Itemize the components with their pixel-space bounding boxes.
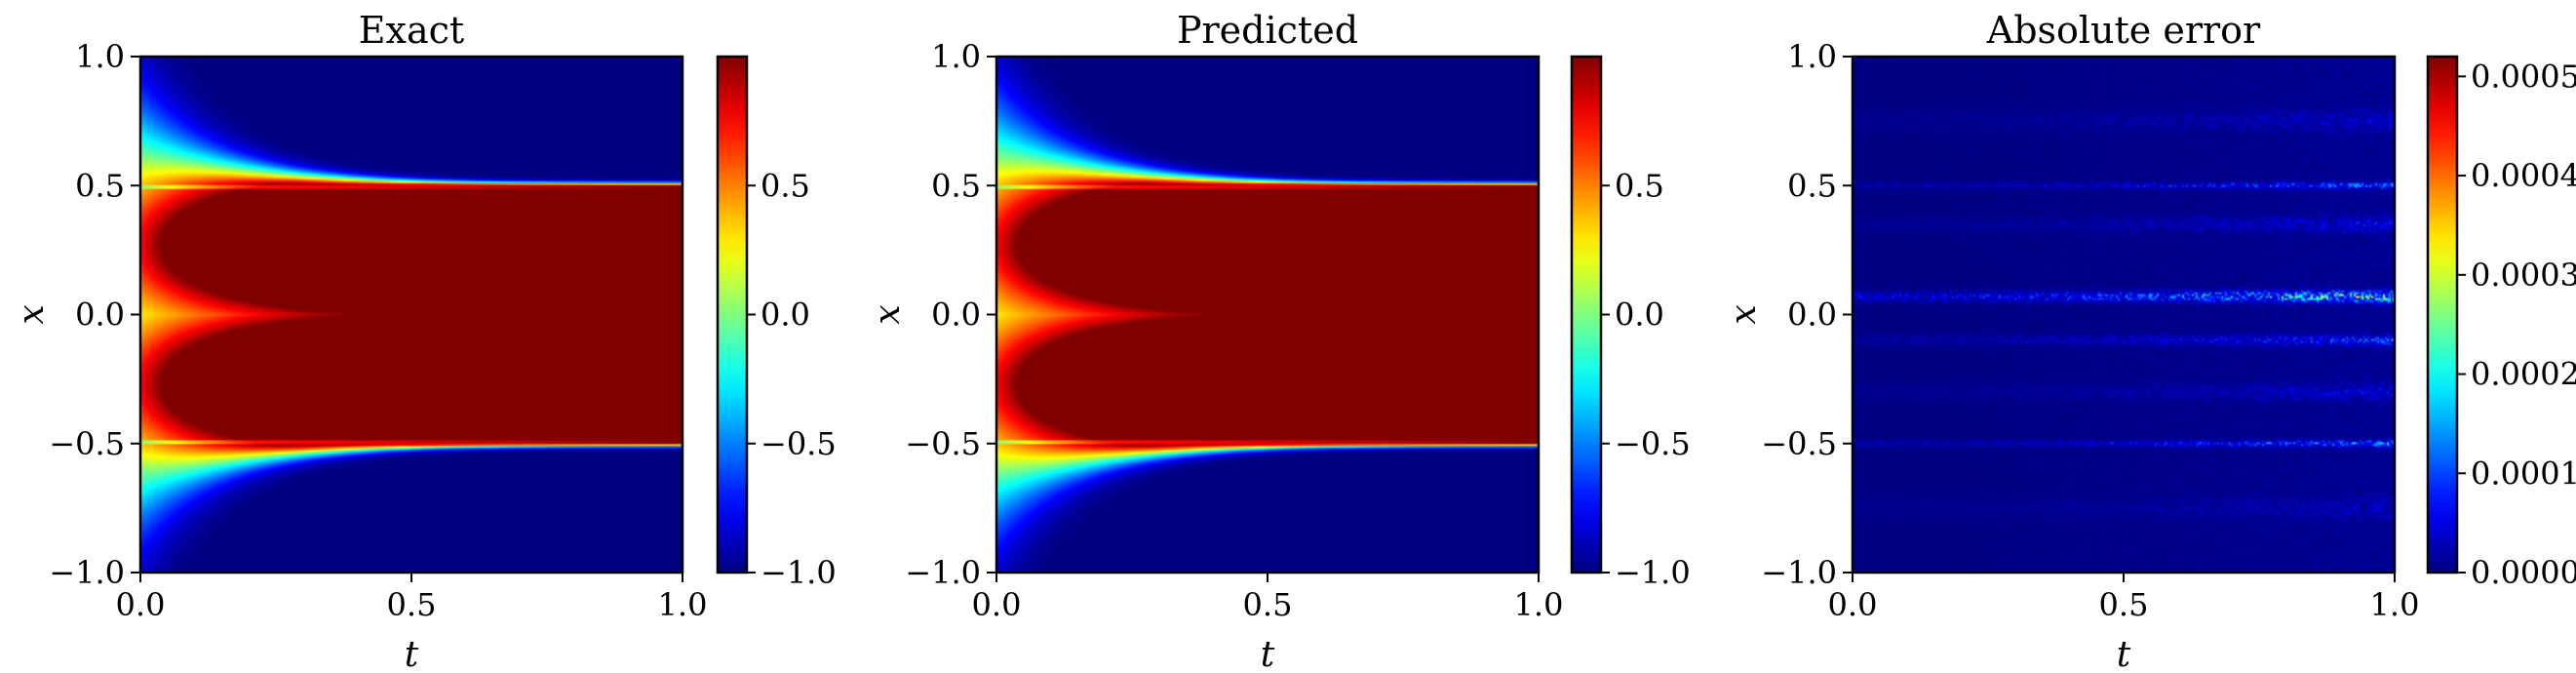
heatmap-image	[1853, 57, 2395, 573]
y-tick-label: 0.0	[75, 297, 125, 334]
y-axis-label: x	[12, 304, 52, 324]
x-tick-label: 1.0	[1514, 586, 1564, 623]
chart-panel-1: Exact 0.0 0.5 1.0 −1.0 −0.5 0.0 0.5 1.0 t x −1.0 −0.…	[12, 9, 837, 673]
colorbar-tick-label: 0.5	[1615, 167, 1664, 204]
x-axis-label: t	[1261, 635, 1275, 673]
colorbar	[2428, 57, 2457, 573]
chart-panel-3: Absolute error 0.0 0.5 1.0 −1.0 −0.5 0.0 0.5 1.0…	[1724, 9, 2576, 673]
y-tick-label: 1.0	[75, 38, 125, 75]
y-axis-label: x	[1724, 304, 1764, 324]
colorbar-tick-label: −1.0	[761, 554, 837, 591]
colorbar-tick-label: 0.0003	[2471, 257, 2576, 294]
y-tick-label: 1.0	[931, 38, 981, 75]
chart-title: Predicted	[1177, 9, 1358, 52]
y-tick-label: 0.5	[931, 167, 981, 204]
colorbar-tick-label: −1.0	[1615, 554, 1691, 591]
colorbar-tick-label: 0.5	[761, 167, 810, 204]
colorbar-tick-label: 0.0002	[2471, 356, 2576, 393]
colorbar-tick-label: 0.0004	[2471, 157, 2576, 194]
y-tick-label: −0.5	[1761, 425, 1837, 462]
colorbar-tick-label: 0.0001	[2471, 455, 2576, 492]
y-tick-label: 0.0	[931, 297, 981, 334]
colorbar-frame	[2426, 55, 2459, 574]
colorbar-tick-label: 0.0005	[2471, 58, 2576, 95]
colorbar	[1572, 57, 1601, 573]
chart-panel-2: Predicted 0.0 0.5 1.0 −1.0 −0.5 0.0 0.5 1.0 t x −1.…	[868, 9, 1691, 673]
y-tick-label: −1.0	[1761, 554, 1837, 591]
x-tick-label: 0.5	[1243, 586, 1293, 623]
colorbar-tick-label: −0.5	[1615, 425, 1691, 462]
y-tick-label: 0.5	[75, 167, 125, 204]
y-tick-label: 1.0	[1787, 38, 1837, 75]
colorbar-tick-label: −0.5	[761, 425, 837, 462]
y-tick-label: 0.0	[1787, 297, 1837, 334]
colorbar	[718, 57, 747, 573]
colorbar-tick-label: 0.0000	[2471, 554, 2576, 591]
x-tick-label: 1.0	[658, 586, 708, 623]
x-tick-label: 0.0	[1828, 586, 1878, 623]
colorbar-tick-label: 0.0	[761, 297, 810, 334]
x-axis-label: t	[2117, 635, 2131, 673]
chart-title: Absolute error	[1986, 9, 2261, 52]
y-tick-label: −1.0	[49, 554, 125, 591]
x-tick-label: 0.0	[116, 586, 166, 623]
y-axis-label: x	[868, 304, 908, 324]
heatmap-image	[996, 57, 1539, 573]
colorbar-tick-label: 0.0	[1615, 297, 1664, 334]
x-tick-label: 0.0	[972, 586, 1022, 623]
x-axis-label: t	[405, 635, 419, 673]
y-tick-label: −0.5	[49, 425, 125, 462]
heatmap-image	[140, 57, 683, 573]
x-tick-label: 0.5	[2099, 586, 2149, 623]
y-tick-label: −0.5	[905, 425, 981, 462]
y-tick-label: −1.0	[905, 554, 981, 591]
chart-title: Exact	[359, 9, 464, 52]
y-tick-label: 0.5	[1787, 167, 1837, 204]
x-tick-label: 0.5	[387, 586, 437, 623]
x-tick-label: 1.0	[2370, 586, 2420, 623]
